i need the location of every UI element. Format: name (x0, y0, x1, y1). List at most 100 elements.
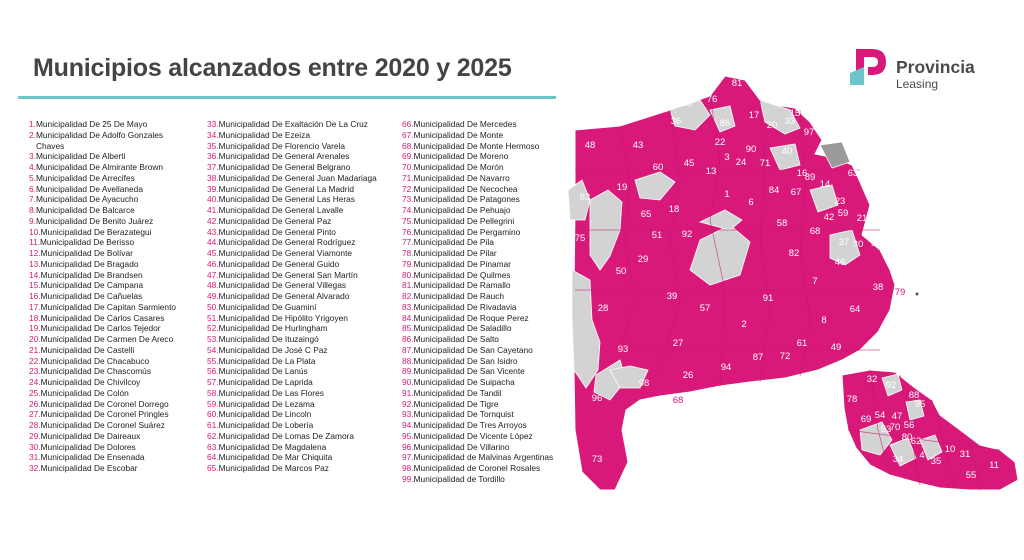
map-municipality-label: 24 (735, 157, 747, 168)
list-item-name: Municipalidad de Tordillo (413, 473, 505, 484)
map-municipality-label: 19 (616, 182, 628, 193)
pinamar-dot (915, 292, 919, 296)
list-item-name: Municipalidad de Coronel Rosales (413, 463, 541, 473)
list-item-name: Municipalidad De Patagones (413, 194, 520, 205)
list-item: 66.Municipalidad De Mercedes (402, 119, 572, 130)
list-item: 81.Municipalidad De Ramallo (402, 280, 572, 291)
list-item-name: Municipalidad de Malvinas Argentinas (413, 452, 554, 463)
list-item: 39.Municipalidad De General La Madrid (207, 184, 387, 195)
map-municipality-label: 98 (638, 378, 650, 389)
list-item-name: Municipalidad De Avellaneda (35, 183, 143, 194)
list-item: 73.Municipalidad De Patagones (402, 194, 572, 205)
list-item: 2.Municipalidad De Adolfo Gonzales Chaves (29, 130, 204, 152)
list-item-number: 23. (29, 366, 41, 377)
list-item: 91.Municipalidad De Tandil (402, 388, 572, 399)
page-title: Municipios alcanzados entre 2020 y 2025 (33, 54, 512, 82)
map-inset-municipality-label: 78 (846, 394, 858, 405)
list-item: 35.Municipalidad De Florencio Varela (207, 141, 387, 152)
list-item-number: 69. (402, 151, 414, 162)
map-municipality-label: 87 (752, 352, 764, 363)
list-item: 51.Municipalidad De Hipólito Yrigoyen (207, 313, 387, 324)
list-item: 26.Municipalidad De Coronel Dorrego (29, 399, 204, 410)
list-item-name: Municipalidad De Las Flores (218, 387, 324, 398)
map-municipality-label: 40 (781, 146, 793, 157)
list-item-number: 26. (29, 398, 41, 409)
list-item-name: Municipalidad De Dolores (40, 441, 136, 452)
list-item-name: Municipalidad De Cañuelas (40, 291, 143, 301)
list-item-name: Municipalidad De Escobar (40, 463, 138, 473)
list-item-name: Municipalidad De General Guido (218, 258, 340, 269)
list-item-name: Municipalidad De Brandsen (40, 269, 143, 280)
list-item-name: Municipalidad De General Juan Madariaga (218, 172, 377, 183)
list-item-name: Municipalidad De Lanús (218, 366, 308, 377)
list-item: 70.Municipalidad De Morón (402, 162, 572, 173)
map-municipality-label: 99 (870, 238, 882, 249)
list-item-name: Municipalidad De Quilmes (413, 269, 511, 280)
list-item: 15.Municipalidad De Campana (29, 280, 204, 291)
list-item-number: 62. (207, 430, 219, 441)
list-item-name: Municipalidad De Carmen De Areco (40, 334, 174, 344)
map-municipality-label: 94 (720, 362, 732, 373)
list-item-number: 89. (402, 366, 414, 377)
list-item: 37.Municipalidad De General Belgrano (207, 162, 387, 173)
list-item-name: Municipalidad De Castelli (40, 344, 135, 355)
list-item-name: Municipalidad De Guaminí (218, 301, 317, 312)
list-item-name: Municipalidad De Pellegrini (413, 215, 515, 226)
list-item: 58.Municipalidad De Las Flores (207, 388, 387, 399)
list-item-number: 19. (29, 323, 41, 334)
list-item: 7.Municipalidad De Ayacucho (29, 194, 204, 205)
map-municipality-label: 2 (741, 319, 747, 330)
unreached-area (829, 229, 861, 266)
list-item-name: Municipalidad De General Villegas (218, 280, 347, 291)
map-municipality-label: 68 (809, 226, 821, 237)
list-item-name: Municipalidad De Coronel Dorrego (40, 398, 169, 409)
list-item-number: 51. (207, 312, 219, 323)
list-item-number: 60. (207, 409, 219, 420)
list-item: 45.Municipalidad De General Viamonte (207, 248, 387, 259)
list-item: 19.Municipalidad De Carlos Tejedor (29, 323, 204, 334)
map-municipality-label: 33 (784, 116, 796, 127)
list-item-number: 32. (29, 463, 41, 473)
map-municipality-label: 39 (666, 291, 678, 302)
map-municipality-label: 63 (847, 168, 859, 179)
map-municipality-label: 48 (584, 140, 596, 151)
list-item-name: Municipalidad De San Vicente (413, 366, 525, 377)
list-item: 30.Municipalidad De Dolores (29, 442, 204, 453)
unreached-area (769, 143, 801, 171)
list-item: 96.Municipalidad De Villarino (402, 442, 572, 453)
list-item-number: 83. (402, 301, 414, 312)
list-item-name: Municipalidad De Chacabuco (40, 355, 150, 366)
map-municipality-label: 49 (830, 342, 842, 353)
map-municipality-label: 72 (779, 351, 791, 362)
map-municipality-label: 36 (670, 116, 682, 127)
map-inset-municipality-label: 4 (919, 450, 925, 461)
list-item-number: 11. (29, 237, 40, 248)
list-item: 54.Municipalidad De José C Paz (207, 345, 387, 356)
map-municipality-label: 3 (724, 152, 730, 163)
list-item-number: 16. (29, 291, 41, 301)
list-item-number: 12. (29, 248, 41, 258)
list-item: 63.Municipalidad De Magdalena (207, 442, 387, 453)
list-item-number: 99. (402, 473, 414, 484)
map-municipality-label: 67 (790, 187, 802, 198)
list-item-name: Municipalidad De Laprida (218, 377, 313, 387)
list-item-name: Municipalidad De Roque Perez (413, 312, 529, 323)
list-item-name: Municipalidad De Arrecifes (35, 172, 135, 183)
list-item: 84.Municipalidad De Roque Perez (402, 313, 572, 324)
list-item-name: Municipalidad De José C Paz (218, 344, 328, 355)
map-inset-municipality-label: 31 (959, 449, 971, 460)
logo-wordmark-line1: Provincia (896, 57, 975, 77)
list-item: 25.Municipalidad De Colón (29, 388, 204, 399)
map-municipality-label: 59 (837, 208, 849, 219)
list-item-number: 67. (402, 129, 414, 140)
list-item: 64.Municipalidad De Mar Chiquita (207, 452, 387, 463)
list-item-name: Municipalidad De Hurlingham (218, 323, 328, 334)
list-item: 20.Municipalidad De Carmen De Areco (29, 334, 204, 345)
map-inset-municipality-label: 62 (910, 436, 922, 447)
map-inset-municipality-label: 10 (944, 444, 956, 455)
list-item-name: Municipalidad De Chivilcoy (40, 377, 141, 387)
map-municipality-label: 50 (615, 266, 627, 277)
list-item-number: 64. (207, 452, 219, 463)
list-item: 89.Municipalidad De San Vicente (402, 366, 572, 377)
province-map-shapes (567, 75, 1019, 491)
